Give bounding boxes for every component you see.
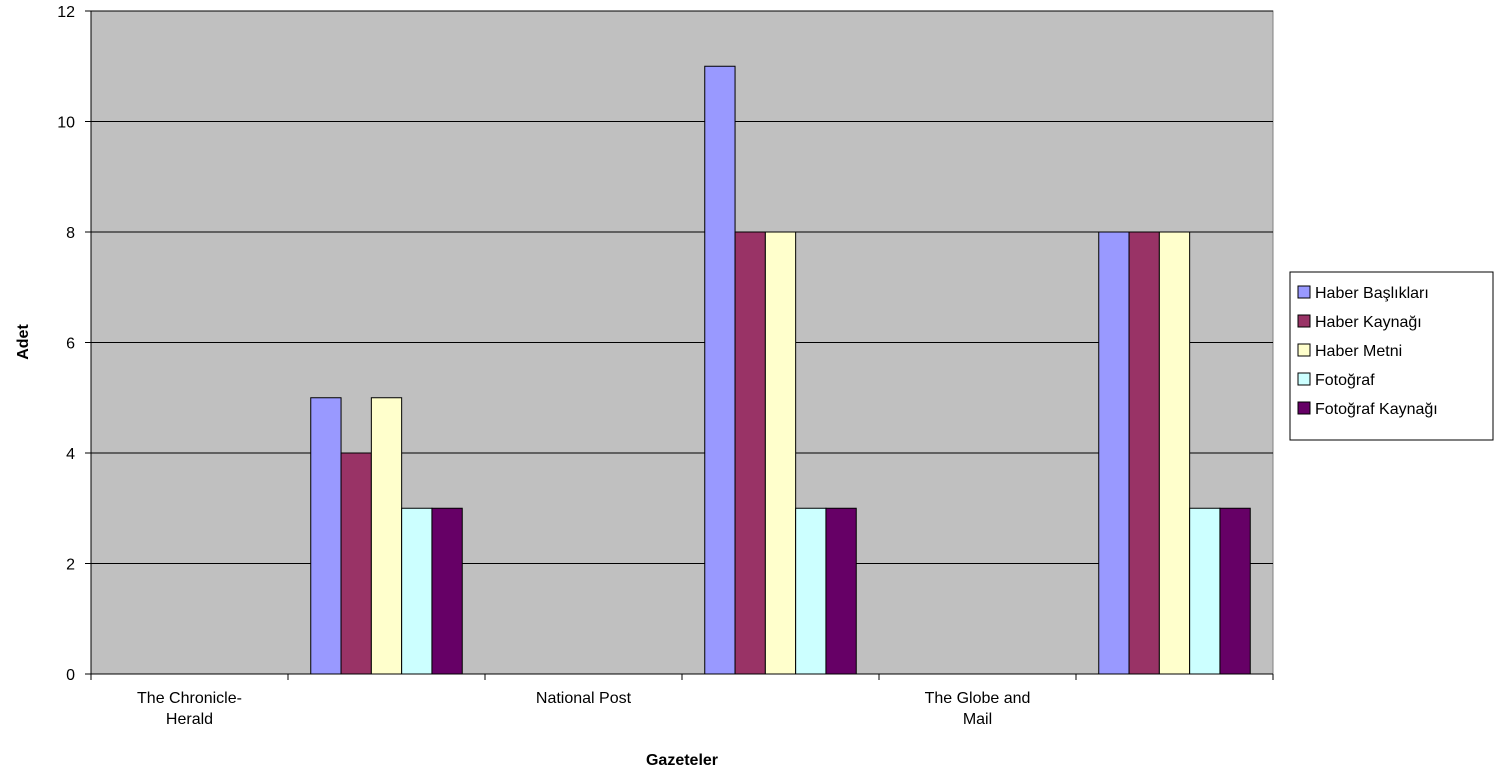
bar [1219,507,1251,675]
legend: Haber Başlıkları Haber Kaynağı Haber Metni… [1289,271,1494,441]
bar [795,507,827,675]
bar [764,231,797,675]
legend-label: Haber Kaynağı [1315,314,1422,331]
bar [401,507,433,675]
legend-swatch [1297,372,1311,386]
y-axis-title: Adet [15,324,32,360]
bar [704,65,736,675]
y-tick-label: 2 [66,557,75,574]
y-tick-label: 12 [57,4,75,21]
bar [340,452,372,675]
y-tick-label: 10 [57,115,75,132]
legend-swatch [1297,343,1311,357]
x-axis-title: Gazeteler [646,752,718,769]
bar [734,231,766,675]
legend-label: Fotoğraf Kaynağı [1315,401,1438,418]
legend-label: Haber Metni [1315,343,1402,360]
legend-label: Fotoğraf [1315,372,1375,389]
bar [310,397,342,675]
bar [1128,231,1160,675]
bar [1189,507,1221,675]
legend-label: Haber Başlıkları [1315,285,1429,302]
legend-box [1289,271,1494,441]
y-tick-label: 8 [66,225,75,242]
y-tick-label: 6 [66,336,75,353]
y-tick-label: 4 [66,446,75,463]
legend-swatch [1297,285,1311,299]
bar [825,507,857,675]
bar [1098,231,1130,675]
legend-swatch [1297,401,1311,415]
legend-swatch [1297,314,1311,328]
bar [1158,231,1191,675]
y-tick-label: 0 [66,667,75,684]
bar [431,507,463,675]
x-tick-label: The Chronicle-Herald [137,690,242,728]
x-tick-label: National Post [536,690,632,707]
bar [370,397,403,675]
x-tick-label: The Globe and Mail [925,690,1031,728]
